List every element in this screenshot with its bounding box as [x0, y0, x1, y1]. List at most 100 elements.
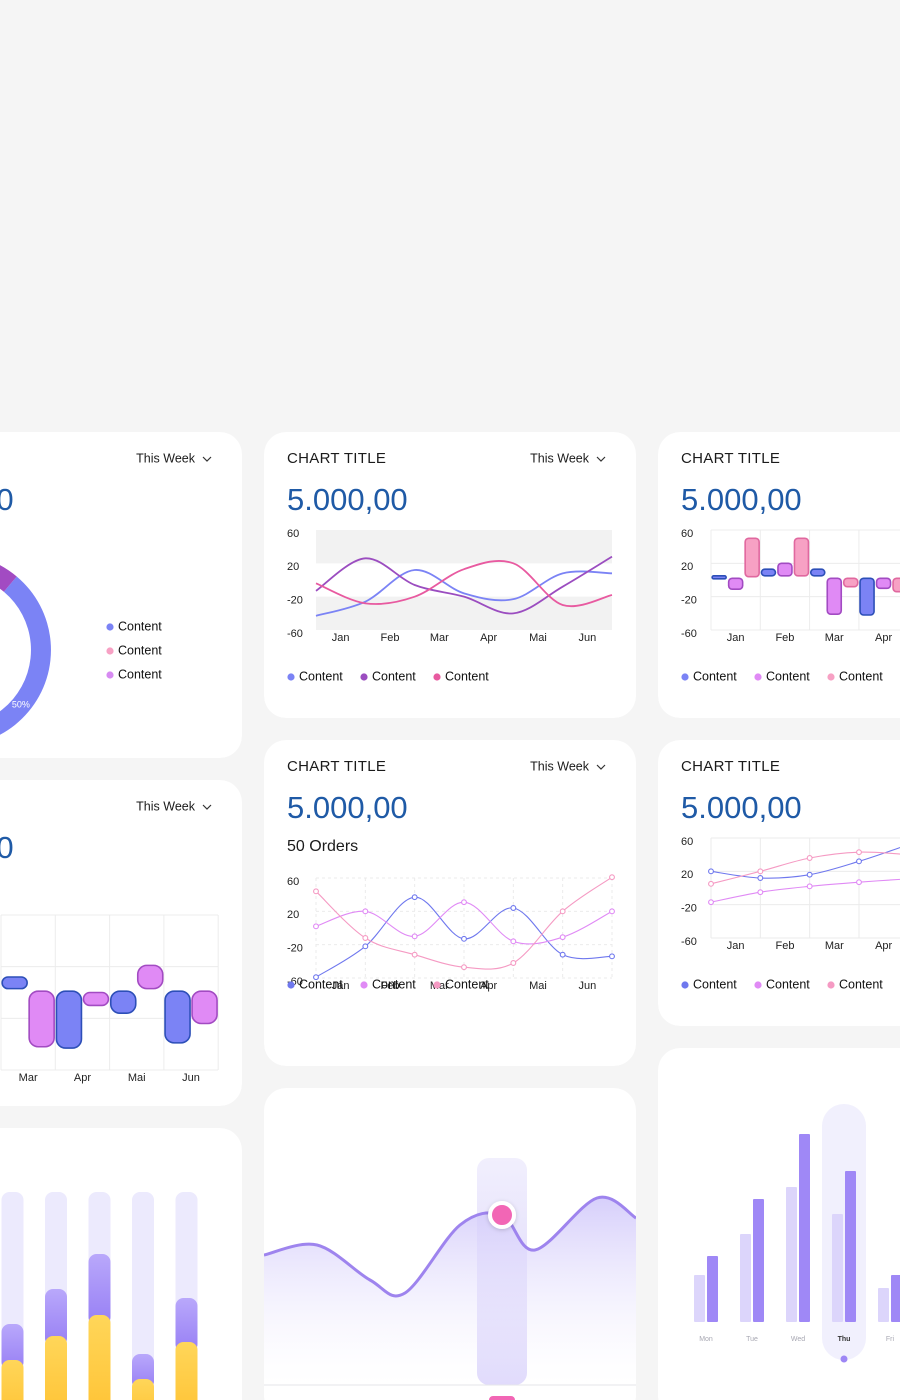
period-dropdown: This Week — [530, 451, 590, 465]
x-tick-label: Apr — [875, 940, 892, 952]
card-background — [264, 432, 636, 718]
range-bar — [777, 562, 793, 577]
y-tick-label: 60 — [287, 528, 299, 540]
y-tick-label: 20 — [287, 561, 299, 573]
highlight-dot — [840, 1355, 848, 1363]
bar-segment — [175, 1342, 198, 1400]
y-tick-label: -60 — [681, 936, 697, 948]
range-bar — [28, 990, 55, 1048]
line — [264, 1195, 636, 1298]
period-dropdown: This Week — [136, 451, 196, 465]
legend-dot — [360, 673, 368, 681]
bar-segment — [88, 1315, 111, 1400]
point — [856, 879, 862, 886]
x-tick-label: Jan — [727, 632, 745, 644]
legend-label: Content — [299, 977, 343, 991]
card-background — [0, 1128, 242, 1400]
range-bar — [82, 991, 110, 1007]
range-bar — [727, 577, 744, 590]
legend-dot — [681, 673, 689, 681]
y-tick-label: 60 — [287, 876, 299, 888]
legend-label: Content — [372, 977, 416, 991]
legend-dot — [827, 981, 835, 989]
legend-dot — [106, 671, 114, 679]
y-tick-label: -20 — [681, 595, 697, 607]
point — [510, 960, 517, 966]
bar-segment — [132, 1379, 154, 1400]
legend-dot — [287, 673, 295, 681]
line — [315, 555, 613, 615]
x-tick-label: Jan — [332, 980, 350, 992]
point — [708, 899, 714, 906]
x-tick-label: Feb — [381, 980, 400, 992]
range-bar — [842, 577, 859, 588]
chart-subtitle: 50 Orders — [287, 838, 358, 855]
legend-dot — [754, 981, 762, 989]
card-background — [264, 740, 636, 1066]
chart-title: CHART TITLE — [287, 450, 386, 467]
point — [559, 934, 566, 941]
kpi-value: 5.000,00 — [287, 790, 408, 825]
card: Mon Tue Wed Thu Fri — [658, 1048, 900, 1400]
bar — [891, 1275, 900, 1322]
y-tick-label: 20 — [681, 561, 693, 573]
pie-segment — [0, 576, 51, 746]
legend-label: Content — [766, 977, 810, 991]
bar-segment — [45, 1336, 67, 1400]
x-tick-label: Jun — [578, 632, 596, 644]
card-background — [0, 432, 242, 758]
range-bar — [164, 990, 191, 1044]
legend-dot — [287, 981, 295, 989]
legend-label: Content — [693, 977, 737, 991]
card-background — [658, 432, 900, 718]
legend-label: Content — [445, 669, 489, 683]
kpi-value: 5.000,00 — [681, 482, 802, 517]
x-tick-label: Mai — [529, 632, 547, 644]
bar — [694, 1275, 705, 1322]
x-tick-label: Mar — [825, 940, 844, 952]
y-tick-label: 20 — [287, 909, 299, 921]
point — [313, 974, 319, 981]
range-bar — [826, 577, 843, 615]
range-bar — [760, 568, 777, 577]
band — [316, 530, 612, 564]
point — [411, 933, 418, 940]
legend-label: Content — [372, 669, 416, 683]
point — [757, 868, 764, 875]
legend-label: Content — [445, 977, 489, 991]
bar — [845, 1171, 856, 1322]
y-tick-label: -60 — [681, 628, 697, 640]
legend-dot — [433, 981, 441, 989]
range-bar — [892, 577, 900, 593]
y-tick-label: 60 — [681, 528, 693, 540]
x-tick-label: Fri — [886, 1336, 895, 1343]
bar-segment — [88, 1254, 111, 1325]
chart-title: CHART TITLE — [681, 450, 780, 467]
y-tick-label: 20 — [681, 869, 693, 881]
card: CHART TITLE This Week 5.000,00 50 Orders 60 2… — [264, 740, 636, 1066]
highlight-pill — [822, 1104, 866, 1360]
y-tick-label: 60 — [681, 836, 693, 848]
legend-label: Content — [299, 669, 343, 683]
x-tick-label: Feb — [776, 940, 795, 952]
point — [411, 894, 418, 901]
point — [806, 871, 813, 878]
pie-value-label: 50% — [12, 700, 30, 710]
y-tick-label: -20 — [287, 595, 303, 607]
point — [362, 908, 369, 915]
legend-dot — [754, 673, 762, 681]
point — [313, 888, 319, 895]
point — [461, 899, 467, 906]
card: This Week 5.000,00 50% Content Content Conten… — [0, 432, 242, 758]
x-tick-label: Mai — [128, 1072, 146, 1084]
point — [461, 964, 467, 971]
point — [313, 923, 319, 930]
line — [315, 569, 613, 617]
x-tick-label: Apr — [875, 632, 892, 644]
point — [609, 953, 615, 960]
dropdown-chevron — [596, 456, 606, 462]
point — [362, 935, 369, 941]
period-dropdown: This Week — [530, 759, 590, 773]
